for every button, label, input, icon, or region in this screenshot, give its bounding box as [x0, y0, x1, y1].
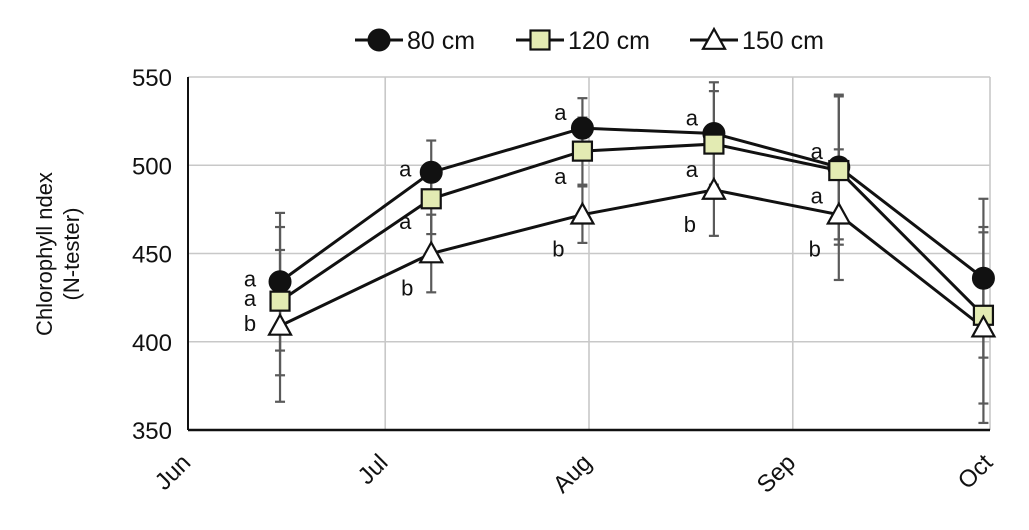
point-80-cm-5 [971, 266, 995, 290]
point-120-cm-1 [420, 188, 442, 210]
y-tick-label-350: 350 [132, 418, 172, 445]
point-150-cm-1 [418, 240, 445, 264]
sig-label-150-cm-0: b [244, 311, 256, 336]
x-tick-label-aug: Aug [548, 449, 597, 498]
legend-marker-80-cm [367, 28, 391, 52]
sig-label-120-cm-4: a [811, 184, 824, 209]
x-tick-label-jul: Jul [353, 449, 394, 490]
marker-layer [267, 116, 997, 338]
point-150-cm-3 [701, 176, 727, 200]
legend-label-120-cm: 120 cm [568, 27, 650, 55]
y-tick-label-450: 450 [132, 242, 172, 269]
sig-label-120-cm-3: a [686, 157, 699, 182]
series-line-120-cm [279, 142, 985, 317]
series-line-80-cm [279, 126, 985, 283]
axis-layer: 350 400 450 500 550 Jun Jul Aug Sep Oct Chlorophyl… [32, 65, 998, 498]
legend-marker-120-cm [529, 29, 551, 51]
point-150-cm-0 [267, 312, 293, 336]
legend-label-80-cm: 80 cm [407, 27, 475, 55]
legend-marker-150-cm [701, 26, 727, 50]
y-tick-label-400: 400 [132, 330, 172, 357]
error-bar-layer [275, 81, 989, 425]
sig-label-150-cm-1: b [401, 276, 413, 301]
y-tick-label-500: 500 [132, 153, 172, 180]
point-150-cm-5 [970, 314, 997, 338]
sig-label-150-cm-3: b [684, 212, 696, 237]
y-axis-title-line-2: (N-tester) [59, 208, 84, 301]
sig-label-150-cm-2: b [552, 237, 564, 262]
sig-label-120-cm-2: a [554, 164, 567, 189]
point-80-cm-1 [419, 160, 443, 184]
point-150-cm-4 [825, 201, 852, 225]
x-tick-label-sep: Sep [752, 449, 801, 498]
x-tick-label-oct: Oct [953, 449, 999, 495]
series-line-layer [279, 126, 985, 329]
sig-label-150-cm-4: b [809, 237, 821, 262]
sig-label-120-cm-0: a [244, 286, 257, 311]
legend: 80 cm 120 cm 150 cm [355, 26, 824, 55]
point-120-cm-3 [703, 133, 725, 155]
y-tick-label-550: 550 [132, 65, 172, 92]
sig-label-80-cm-0: a [244, 267, 257, 292]
point-120-cm-0 [269, 290, 291, 312]
sig-label-80-cm-1: a [399, 156, 412, 181]
point-150-cm-2 [569, 201, 596, 225]
sig-label-80-cm-3: a [686, 105, 699, 130]
point-80-cm-0 [268, 270, 292, 294]
legend-label-150-cm: 150 cm [742, 27, 824, 55]
point-120-cm-4 [828, 159, 850, 182]
series-line-150-cm [279, 188, 985, 329]
point-80-cm-2 [570, 116, 594, 140]
sig-label-extra-1: a [399, 209, 412, 234]
point-120-cm-2 [571, 140, 594, 162]
sig-label-80-cm-2: a [554, 100, 567, 125]
sig-label-80-cm-4: a [811, 139, 824, 164]
y-axis-title-line-1: Chlorophyll ndex [32, 172, 57, 336]
x-tick-label-jun: Jun [150, 449, 196, 495]
